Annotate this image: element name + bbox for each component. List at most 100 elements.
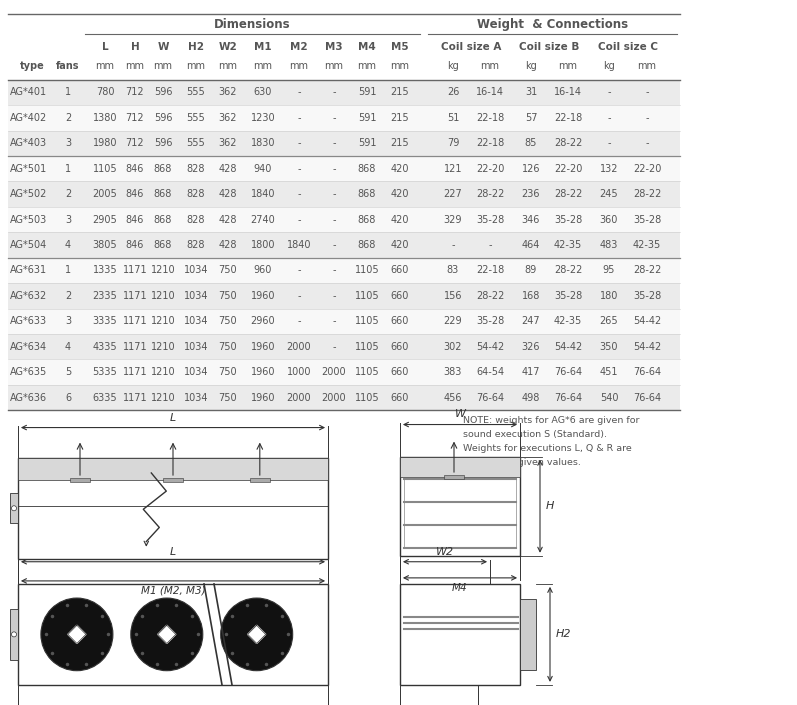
Text: 1171: 1171 xyxy=(123,393,147,403)
Text: 846: 846 xyxy=(126,240,144,250)
Text: 22-20: 22-20 xyxy=(476,164,505,173)
Text: -: - xyxy=(607,138,611,148)
Text: 660: 660 xyxy=(391,291,409,301)
Text: -: - xyxy=(297,113,300,123)
Text: -: - xyxy=(489,240,492,250)
Text: 750: 750 xyxy=(218,317,238,326)
Text: AG*503: AG*503 xyxy=(10,214,47,225)
Text: -: - xyxy=(332,342,336,352)
Text: mm: mm xyxy=(96,61,115,71)
Text: 1230: 1230 xyxy=(251,113,275,123)
Text: 2000: 2000 xyxy=(322,367,347,377)
Text: 245: 245 xyxy=(599,189,618,200)
Text: 362: 362 xyxy=(218,138,238,148)
Text: 95: 95 xyxy=(603,266,615,276)
Text: 1960: 1960 xyxy=(251,342,275,352)
Text: 16-14: 16-14 xyxy=(476,87,504,97)
Text: 54-42: 54-42 xyxy=(633,342,662,352)
Circle shape xyxy=(41,598,113,670)
Text: -: - xyxy=(332,87,336,97)
Text: 79: 79 xyxy=(447,138,459,148)
Text: mm: mm xyxy=(289,61,308,71)
Text: 1105: 1105 xyxy=(355,266,379,276)
Text: 483: 483 xyxy=(600,240,618,250)
Text: 51: 51 xyxy=(447,113,459,123)
Text: -: - xyxy=(297,266,300,276)
Text: 750: 750 xyxy=(218,291,238,301)
Text: 451: 451 xyxy=(600,367,618,377)
Text: 362: 362 xyxy=(218,113,238,123)
Text: M3: M3 xyxy=(325,42,343,51)
Text: 591: 591 xyxy=(358,138,376,148)
Bar xyxy=(70,478,90,482)
Text: 54-42: 54-42 xyxy=(476,342,505,352)
Text: M1 (M2, M3): M1 (M2, M3) xyxy=(141,586,206,596)
Text: 2005: 2005 xyxy=(92,189,117,200)
Text: 28-22: 28-22 xyxy=(476,291,505,301)
Text: 1210: 1210 xyxy=(151,367,175,377)
Text: 28-22: 28-22 xyxy=(633,189,662,200)
Text: H: H xyxy=(546,501,555,511)
Text: 750: 750 xyxy=(218,393,238,403)
Circle shape xyxy=(131,598,202,670)
Text: Weight  & Connections: Weight & Connections xyxy=(477,18,628,31)
Text: 236: 236 xyxy=(522,189,540,200)
Text: 1034: 1034 xyxy=(184,317,208,326)
Bar xyxy=(8,360,680,385)
Text: -: - xyxy=(646,87,649,97)
Bar xyxy=(444,475,464,479)
Text: 121: 121 xyxy=(444,164,462,173)
Text: 1335: 1335 xyxy=(92,266,117,276)
Text: 42-35: 42-35 xyxy=(633,240,662,250)
Bar xyxy=(8,283,680,309)
Text: 828: 828 xyxy=(186,214,206,225)
Text: 1830: 1830 xyxy=(251,138,275,148)
Text: 868: 868 xyxy=(358,240,376,250)
Text: 1960: 1960 xyxy=(251,367,275,377)
Text: 265: 265 xyxy=(599,317,618,326)
Text: AG*633: AG*633 xyxy=(10,317,47,326)
Text: AG*631: AG*631 xyxy=(10,266,47,276)
Text: 420: 420 xyxy=(391,164,409,173)
Text: M1: M1 xyxy=(254,42,272,51)
Bar xyxy=(18,458,328,480)
Text: 960: 960 xyxy=(253,266,273,276)
Text: 215: 215 xyxy=(391,87,410,97)
Bar xyxy=(400,584,520,685)
Text: 76-64: 76-64 xyxy=(476,393,504,403)
Text: mm: mm xyxy=(391,61,410,71)
Text: 868: 868 xyxy=(358,189,376,200)
Text: 417: 417 xyxy=(522,367,540,377)
Bar xyxy=(400,457,520,477)
Bar xyxy=(8,233,680,258)
Bar xyxy=(8,207,680,233)
Text: 1105: 1105 xyxy=(355,367,379,377)
Text: 126: 126 xyxy=(522,164,540,173)
Text: -: - xyxy=(297,164,300,173)
Bar xyxy=(8,105,680,130)
Text: 229: 229 xyxy=(444,317,462,326)
Text: 1210: 1210 xyxy=(151,393,175,403)
Text: 428: 428 xyxy=(218,214,238,225)
Text: 555: 555 xyxy=(186,113,206,123)
Text: AG*501: AG*501 xyxy=(10,164,47,173)
Text: 28-22: 28-22 xyxy=(633,266,662,276)
Text: 156: 156 xyxy=(444,291,462,301)
Text: 712: 712 xyxy=(126,138,144,148)
Text: H2: H2 xyxy=(188,42,204,51)
Text: 1210: 1210 xyxy=(151,291,175,301)
Text: 555: 555 xyxy=(186,138,206,148)
Text: 1210: 1210 xyxy=(151,342,175,352)
Text: -: - xyxy=(332,189,336,200)
Text: 89: 89 xyxy=(525,266,537,276)
Text: 780: 780 xyxy=(96,87,114,97)
Text: 712: 712 xyxy=(126,113,144,123)
Text: 660: 660 xyxy=(391,393,409,403)
Bar xyxy=(8,334,680,360)
Text: 2: 2 xyxy=(65,113,71,123)
Text: 2: 2 xyxy=(65,291,71,301)
Text: -: - xyxy=(332,266,336,276)
Text: -: - xyxy=(332,138,336,148)
Text: 2905: 2905 xyxy=(92,214,117,225)
Text: 26: 26 xyxy=(447,87,459,97)
